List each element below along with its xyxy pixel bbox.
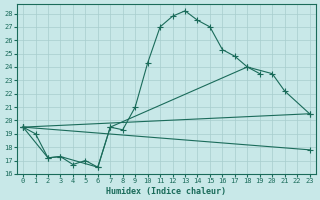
X-axis label: Humidex (Indice chaleur): Humidex (Indice chaleur) <box>106 187 226 196</box>
